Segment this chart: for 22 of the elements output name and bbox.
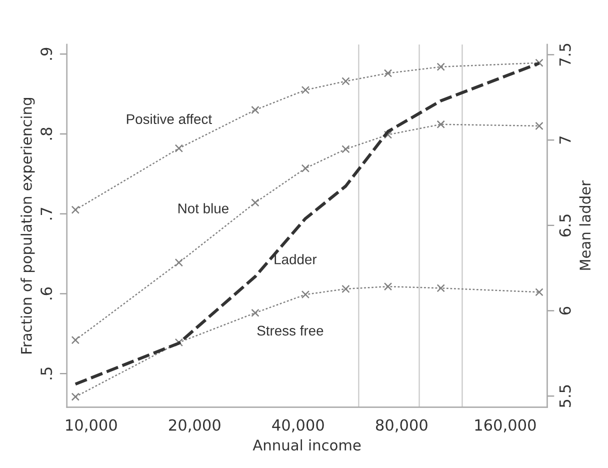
x-tick-label: 40,000	[272, 419, 324, 432]
x-axis-title: Annual income	[252, 439, 361, 451]
y-tick-label: .8	[40, 128, 52, 140]
y2-tick-label: 5.5	[559, 385, 571, 408]
x-tick-label: 10,000	[66, 419, 117, 432]
y-axis-title: Fraction of population experiencing	[20, 98, 35, 354]
y2-tick-label: 7	[559, 136, 571, 144]
series-label: Positive affect	[126, 114, 212, 124]
y2-tick-label: 6	[559, 306, 571, 315]
y2-axis-title: Mean ladder	[579, 180, 591, 270]
y-tick-label: .6	[40, 287, 52, 300]
x-tick-label: 80,000	[376, 419, 428, 432]
y-tick-label: .7	[40, 208, 52, 220]
y2-tick-label: 7.5	[559, 44, 571, 66]
series-label: Not blue	[178, 203, 228, 214]
y2-tick-label: 6.5	[559, 214, 571, 236]
series-label: Ladder	[274, 254, 317, 264]
x-tick-label: 20,000	[169, 419, 220, 432]
x-tick-label: 160,000	[475, 419, 536, 432]
y-tick-label: .5	[40, 368, 52, 380]
series-label: Stress free	[257, 325, 324, 336]
y-tick-label: .9	[40, 48, 52, 60]
